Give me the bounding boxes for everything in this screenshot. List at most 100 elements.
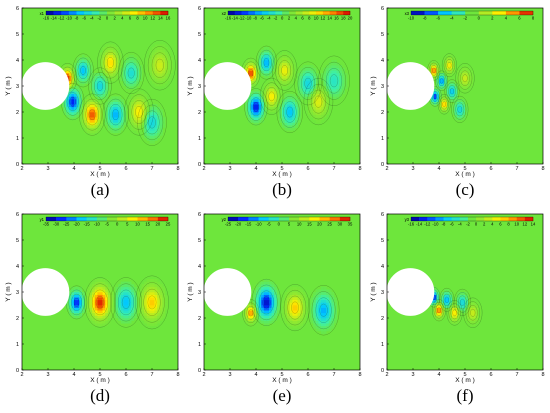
field-cell <box>123 305 127 308</box>
field-cell <box>167 78 171 82</box>
field-cell <box>269 99 272 102</box>
y-tick-label: 2 <box>198 316 201 322</box>
x-tick-label: 3 <box>46 166 49 172</box>
field-cell <box>100 86 103 89</box>
field-cell <box>120 294 124 298</box>
field-cell <box>92 125 96 128</box>
field-cell <box>449 83 453 87</box>
field-cell <box>271 101 275 105</box>
field-cell <box>274 284 278 288</box>
colorbar-title: x2 <box>222 11 227 16</box>
field-cell <box>256 106 259 110</box>
field-cell <box>284 318 288 321</box>
field-cell <box>300 297 304 301</box>
field-cell <box>152 310 155 314</box>
field-cell <box>66 305 70 308</box>
field-cell <box>136 106 140 110</box>
field-cell <box>323 289 327 293</box>
contour-line <box>439 78 444 84</box>
field-cell <box>87 96 90 100</box>
field-cell <box>292 302 296 306</box>
field-cell <box>157 130 161 134</box>
field-cell <box>139 104 142 108</box>
field-cell <box>128 284 132 288</box>
field-cell <box>431 62 435 66</box>
field-cell <box>118 297 122 301</box>
field-cell <box>276 91 280 95</box>
contour-line <box>455 102 465 117</box>
field-cell <box>302 80 306 84</box>
field-cell <box>110 286 114 290</box>
field-cell <box>326 65 330 69</box>
field-cell <box>266 65 270 69</box>
field-cell <box>126 60 129 63</box>
field-cell <box>339 67 343 71</box>
field-cell <box>131 93 135 97</box>
field-cell <box>68 310 72 314</box>
field-cell <box>287 299 291 303</box>
field-cell <box>258 65 262 69</box>
field-cell <box>436 302 440 306</box>
field-cell <box>341 80 345 84</box>
field-cell <box>261 70 265 74</box>
colorbar-tick-label: -5 <box>105 222 109 227</box>
field-cell <box>266 284 270 288</box>
field-cell <box>315 292 319 295</box>
y-tick-label: 5 <box>16 32 19 38</box>
field-cell <box>162 62 166 66</box>
field-cell <box>105 70 109 74</box>
field-cell <box>97 80 101 84</box>
field-cell <box>115 109 119 113</box>
field-cell <box>449 299 453 303</box>
field-cell <box>115 57 119 61</box>
field-cell <box>449 292 453 295</box>
field-cell <box>131 315 135 319</box>
field-cell <box>152 279 155 282</box>
contour-line <box>88 109 96 120</box>
field-cell <box>433 93 437 97</box>
colorbar-tick-label: 0 <box>478 16 481 21</box>
field-cell <box>336 67 340 71</box>
colorbar-tick-label: 2 <box>491 16 494 21</box>
field-cell <box>149 52 153 56</box>
y-axis-label: Y ( m ) <box>187 76 194 95</box>
field-cell <box>74 305 77 308</box>
field-cell <box>261 289 265 293</box>
field-cell <box>449 70 453 74</box>
field-cell <box>269 320 272 324</box>
colorbar-segment <box>289 217 300 221</box>
field-cell <box>87 130 90 134</box>
field-cell <box>107 318 111 321</box>
colorbar-segment <box>443 217 452 221</box>
field-cell <box>297 104 301 108</box>
field-cell <box>113 96 116 100</box>
field-cell <box>289 112 293 115</box>
field-cell <box>123 109 127 113</box>
field-cell <box>287 323 291 327</box>
field-cell <box>439 302 442 306</box>
field-cell <box>100 91 103 95</box>
field-cell <box>446 73 450 76</box>
x-tick-label: 7 <box>150 372 153 378</box>
field-cell <box>287 96 291 100</box>
field-cell <box>113 101 116 105</box>
field-cell <box>331 67 335 71</box>
field-cell <box>321 104 324 108</box>
field-cell <box>133 65 137 69</box>
field-cell <box>253 91 257 95</box>
field-cell <box>297 112 301 115</box>
colorbar-segment <box>234 11 242 15</box>
field-cell <box>250 101 254 105</box>
field-cell <box>274 305 278 308</box>
field-cell <box>162 67 166 71</box>
y-tick-label: 4 <box>16 264 19 270</box>
field-cell <box>87 312 90 316</box>
field-cell <box>87 122 90 126</box>
field-cell <box>258 109 262 113</box>
field-cell <box>266 67 270 71</box>
contour-line <box>131 100 147 124</box>
field-cell <box>136 83 140 87</box>
field-cell <box>118 310 122 314</box>
field-cell <box>107 65 111 69</box>
